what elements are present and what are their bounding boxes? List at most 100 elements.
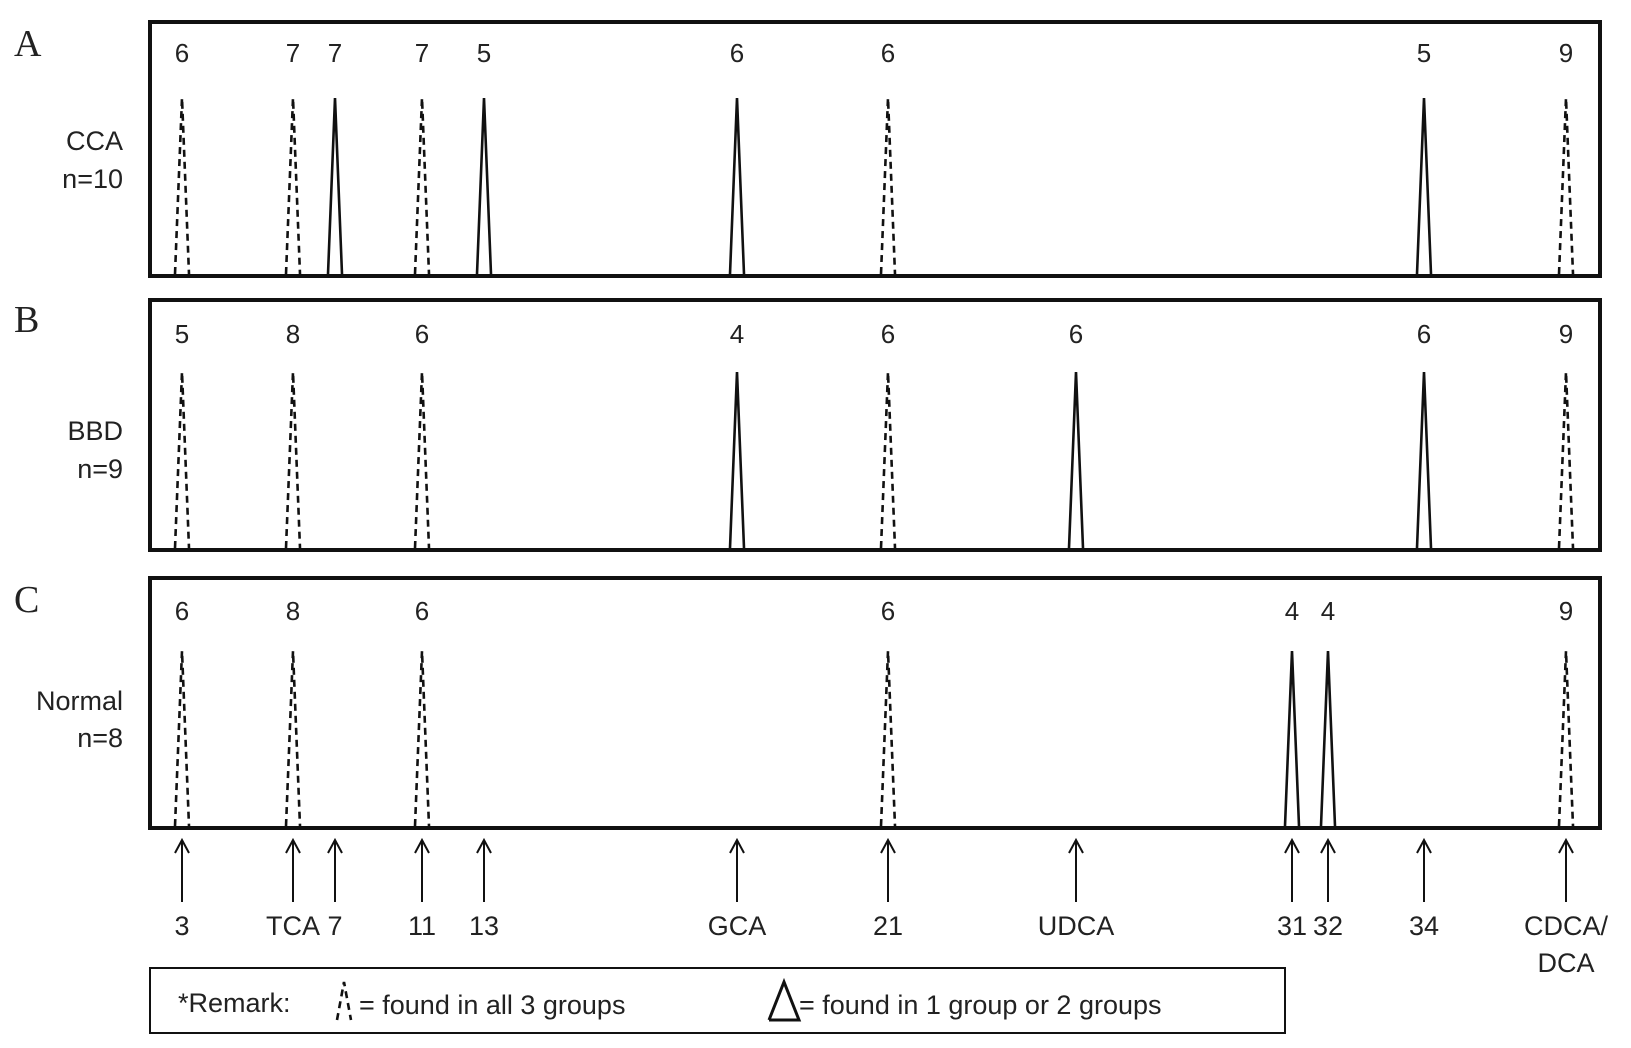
solid-triangle-icon (767, 977, 802, 1022)
solid-triangle-shape (767, 977, 802, 1022)
panel-frame (148, 298, 1602, 552)
group-size-label: n=9 (77, 454, 123, 484)
marker-13: 13 (469, 837, 499, 941)
peak-3 (173, 371, 191, 549)
legend-remark: *Remark: (178, 988, 291, 1018)
marker-label: 31 (1277, 911, 1307, 941)
marker-label: CDCA/ (1524, 911, 1609, 941)
peak-udca (1067, 371, 1085, 549)
panel-b: B BBD n=9 5 8 6 4 6 6 6 9 (14, 298, 1602, 552)
peak-gca (728, 97, 746, 275)
peak-count-13: 5 (477, 38, 491, 68)
peak-count-gca: 6 (730, 38, 744, 68)
marker-axis: 3 TCA 7 11 13 GCA 21 UDCA 31 32 34 CDCA/DCA (174, 837, 1609, 978)
peak-3 (173, 97, 191, 275)
arrow-up-icon (1284, 837, 1300, 854)
group-label: Normal (36, 686, 123, 716)
peak-count-gca: 4 (730, 319, 744, 349)
peak-tca (284, 371, 302, 549)
peak-cdca-dca (1557, 650, 1575, 827)
marker-label: 7 (327, 911, 342, 941)
peak-tca (284, 97, 302, 275)
marker-34: 34 (1409, 837, 1439, 941)
marker-31: 31 (1277, 837, 1307, 941)
marker-cdca-dca: CDCA/DCA (1524, 837, 1609, 978)
peak-count-3: 6 (175, 596, 189, 626)
arrow-up-icon (1320, 837, 1336, 854)
marker-label: 13 (469, 911, 499, 941)
peak-21 (879, 97, 897, 275)
peak-gca (728, 371, 746, 549)
peak-count-tca: 8 (286, 596, 300, 626)
arrow-up-icon (327, 837, 343, 854)
marker-32: 32 (1313, 837, 1343, 941)
dashed-triangle-icon (335, 981, 353, 1021)
arrow-up-icon (1068, 837, 1084, 854)
marker-21: 21 (873, 837, 903, 941)
marker-label: 11 (408, 911, 436, 941)
arrow-up-icon (1558, 837, 1574, 854)
peak-34 (1415, 97, 1433, 275)
peak-count-cdca-dca: 9 (1559, 319, 1573, 349)
marker-label: DCA (1537, 948, 1594, 978)
arrow-up-icon (729, 837, 745, 854)
legend-frame (149, 967, 1286, 1034)
arrow-up-icon (174, 837, 190, 854)
peak-11 (413, 371, 431, 549)
group-size-label: n=8 (77, 723, 123, 753)
marker-label: 3 (174, 911, 189, 941)
marker-label: 34 (1409, 911, 1439, 941)
peak-11 (413, 97, 431, 275)
peak-count-3: 6 (175, 38, 189, 68)
marker-11: 11 (408, 837, 436, 941)
group-label: BBD (67, 416, 123, 446)
legend-box: *Remark: = found in all 3 groups = found… (149, 967, 1286, 1034)
marker-label: 32 (1313, 911, 1343, 941)
marker-udca: UDCA (1038, 837, 1114, 941)
panel-c: C Normal n=8 6 8 6 6 4 4 9 (14, 576, 1602, 830)
peak-count-31: 4 (1285, 596, 1299, 626)
peak-count-udca: 6 (1069, 319, 1083, 349)
group-label: CCA (66, 126, 123, 156)
peak-count-11: 6 (415, 319, 429, 349)
peak-count-3: 5 (175, 319, 189, 349)
arrow-up-icon (285, 837, 301, 854)
peak-count-cdca-dca: 9 (1559, 596, 1573, 626)
peak-count-21: 6 (881, 38, 895, 68)
arrow-up-icon (880, 837, 896, 854)
peak-31 (1283, 650, 1301, 827)
peak-count-21: 6 (881, 319, 895, 349)
legend-solid-text: = found in 1 group or 2 groups (799, 990, 1162, 1020)
arrow-up-icon (1416, 837, 1432, 854)
panel-frame (148, 20, 1602, 278)
marker-gca: GCA (708, 837, 767, 941)
marker-7: 7 (327, 837, 343, 941)
peak-count-21: 6 (881, 596, 895, 626)
dashed-triangle-shape (335, 981, 353, 1021)
marker-label: 21 (873, 911, 903, 941)
peak-13 (475, 97, 493, 275)
panel-letter: C (14, 579, 39, 621)
panel-letter: B (14, 299, 39, 341)
legend-dashed-text: = found in all 3 groups (359, 990, 625, 1020)
peak-21 (879, 371, 897, 549)
peak-count-tca: 7 (286, 38, 300, 68)
peak-cdca-dca (1557, 371, 1575, 549)
peak-count-11: 6 (415, 596, 429, 626)
peak-count-32: 4 (1321, 596, 1335, 626)
panel-letter: A (14, 23, 42, 65)
peak-3 (173, 650, 191, 827)
marker-label: GCA (708, 911, 767, 941)
peak-32 (1319, 650, 1337, 827)
peak-7 (326, 97, 344, 275)
arrow-up-icon (476, 837, 492, 854)
peak-11 (413, 650, 431, 827)
panel-frame (148, 576, 1602, 830)
group-size-label: n=10 (62, 164, 123, 194)
marker-tca: TCA (266, 837, 320, 941)
marker-3: 3 (174, 837, 190, 941)
peak-count-11: 7 (415, 38, 429, 68)
peak-34 (1415, 371, 1433, 549)
